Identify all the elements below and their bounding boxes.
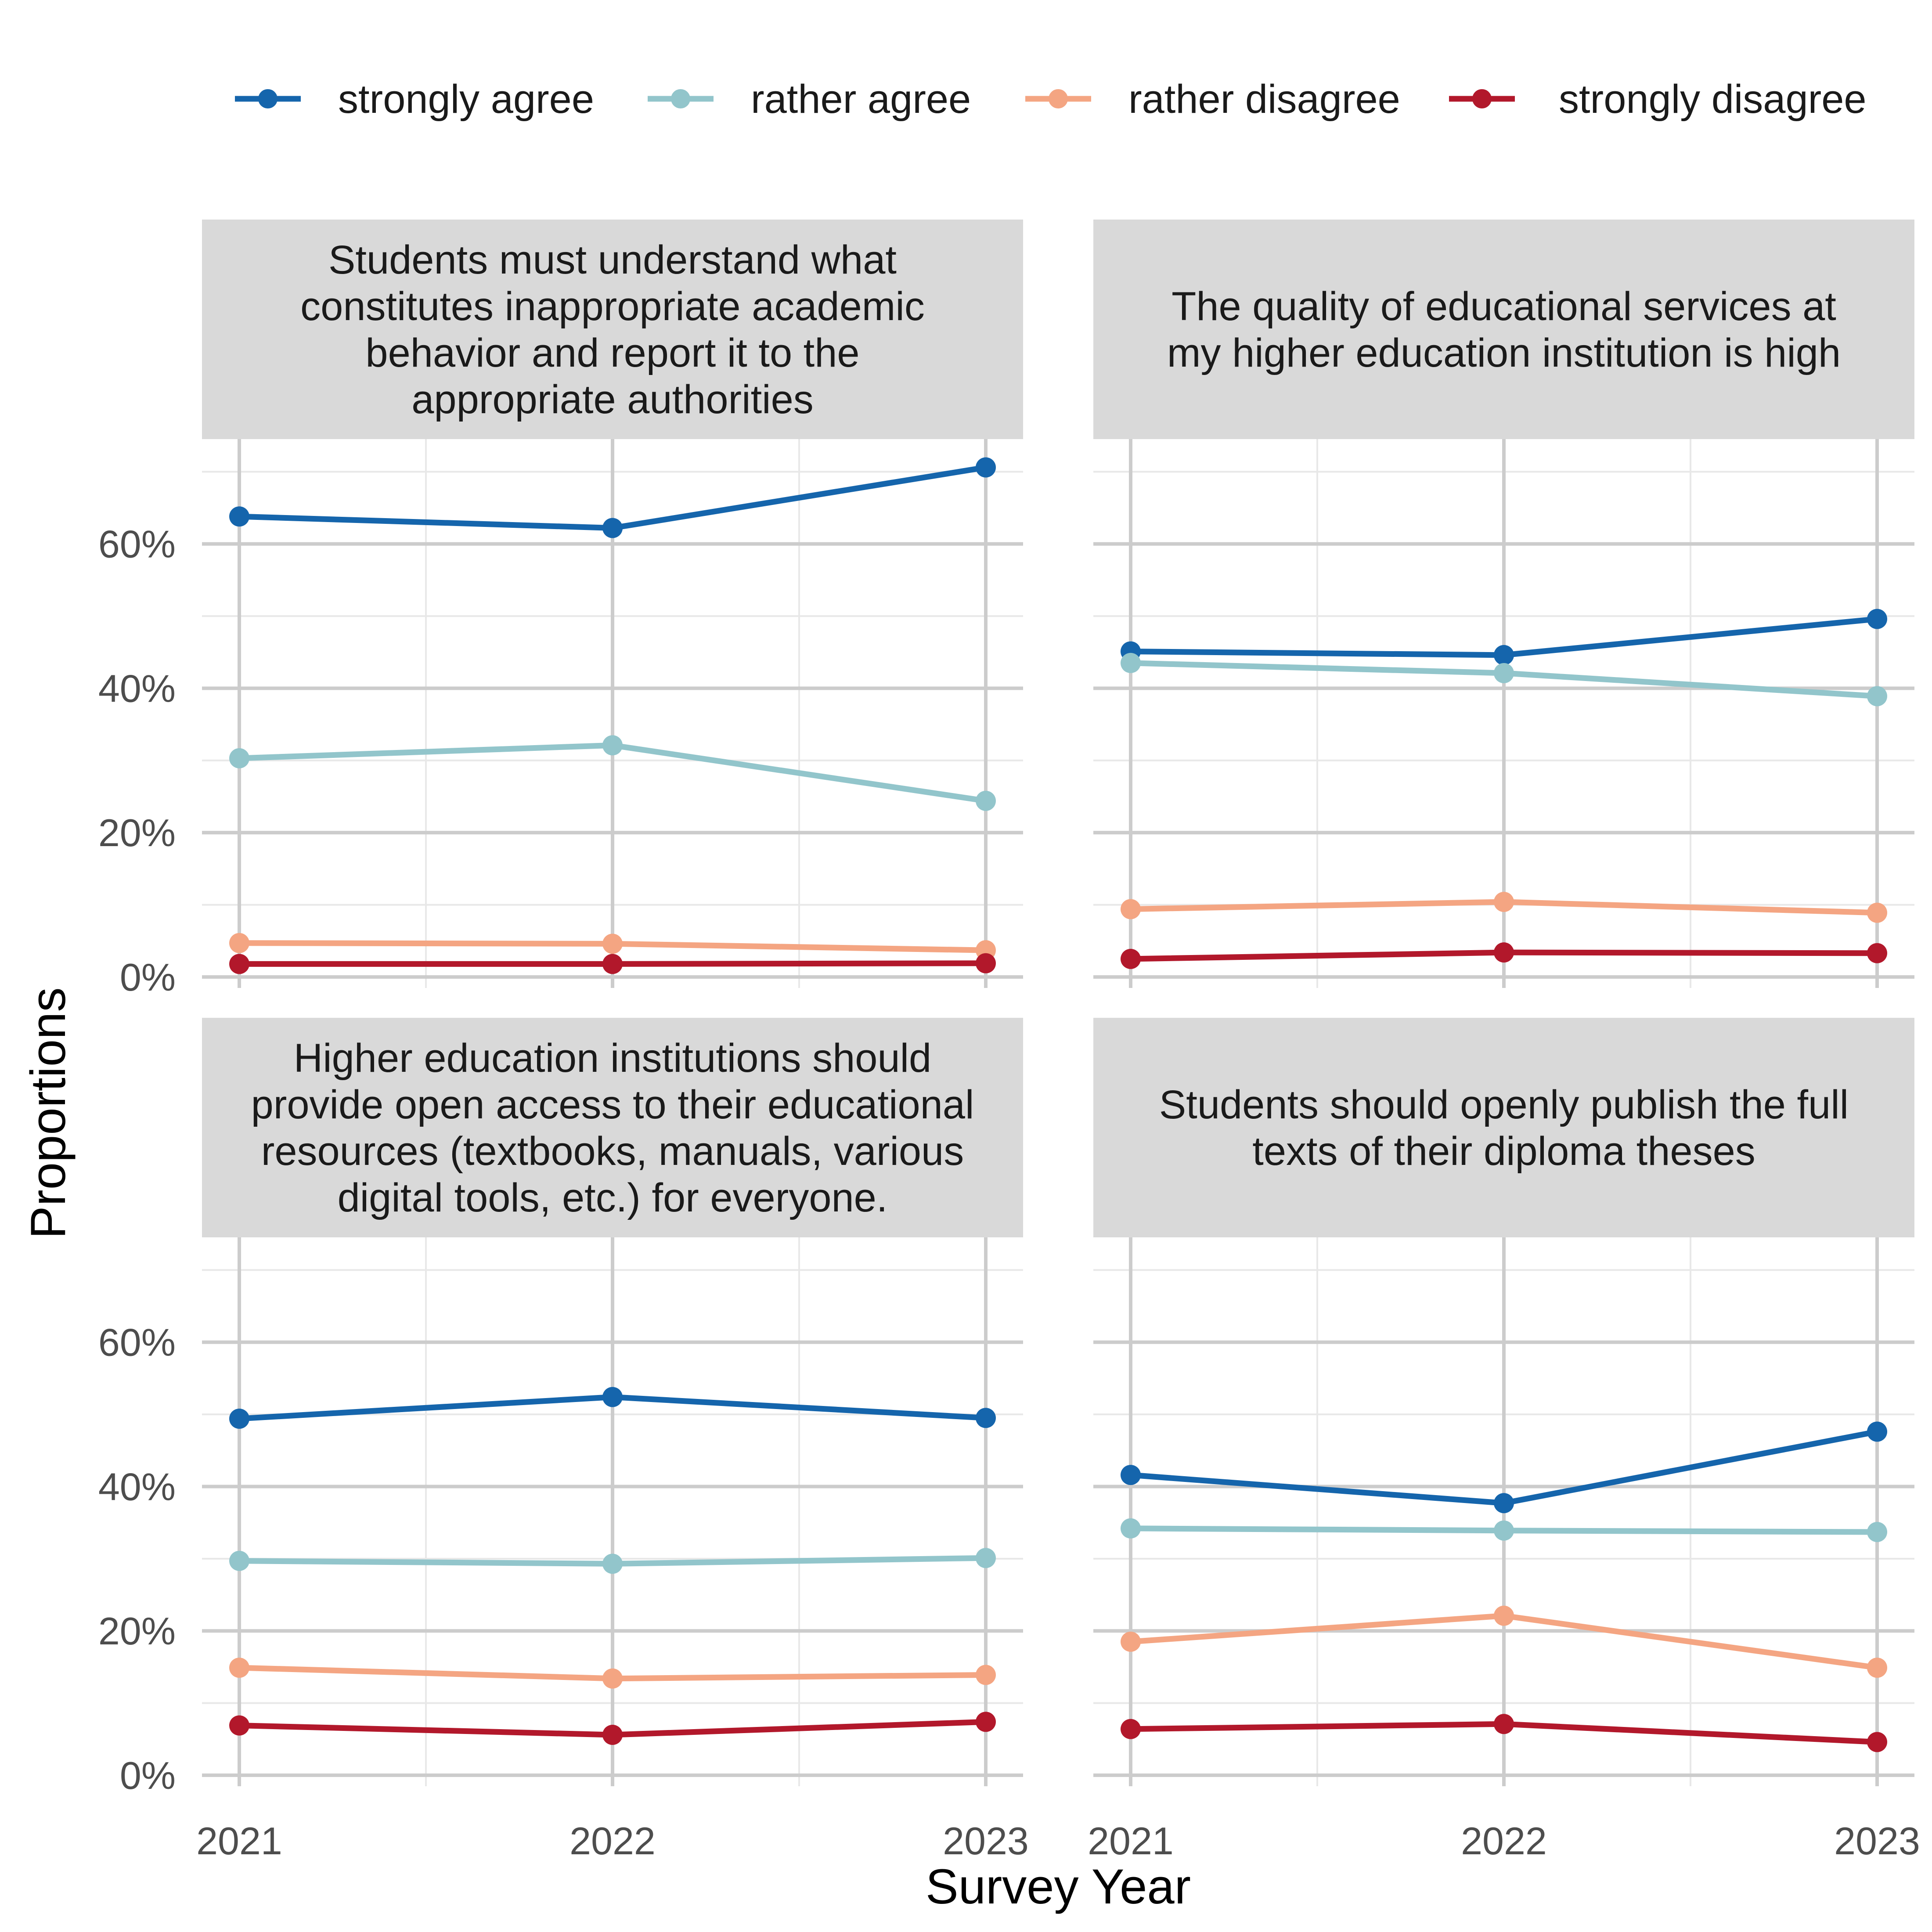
data-point-rather-disagree [1867, 1658, 1887, 1678]
data-point-rather-agree [1121, 652, 1141, 673]
data-point-strongly-disagree [1121, 1719, 1141, 1739]
data-point-strongly-disagree [602, 1724, 623, 1745]
x-tick-label: 2021 [196, 1819, 282, 1863]
data-point-rather-disagree [1121, 1631, 1141, 1652]
y-tick-label: 20% [98, 811, 176, 854]
legend-label-rather-disagree: rather disagree [1128, 77, 1400, 122]
x-tick-label: 2023 [943, 1819, 1029, 1863]
x-tick-label: 2021 [1088, 1819, 1174, 1863]
facet-strip [1093, 220, 1914, 439]
data-point-rather-agree [229, 1550, 249, 1571]
panel-3: Higher education institutions shouldprov… [98, 1018, 1029, 1863]
facet-title-line: behavior and report it to the [365, 331, 859, 375]
data-point-rather-agree [602, 735, 623, 756]
data-point-strongly-agree [229, 1408, 249, 1429]
data-point-rather-agree [1121, 1518, 1141, 1539]
data-point-strongly-disagree [1494, 942, 1514, 963]
y-tick-label: 60% [98, 1321, 176, 1364]
data-point-strongly-disagree [976, 1712, 996, 1732]
panel-2: The quality of educational services atmy… [1093, 220, 1914, 988]
data-point-strongly-disagree [602, 954, 623, 974]
data-point-strongly-agree [1867, 609, 1887, 629]
data-point-strongly-agree [1494, 645, 1514, 665]
data-point-rather-disagree [1494, 1605, 1514, 1626]
data-point-strongly-disagree [1867, 1732, 1887, 1752]
data-point-rather-agree [1867, 1522, 1887, 1543]
data-point-rather-disagree [1494, 892, 1514, 912]
data-point-rather-agree [976, 1548, 996, 1568]
facet-title-line: texts of their diploma theses [1252, 1129, 1755, 1174]
y-tick-label: 0% [120, 1754, 176, 1797]
data-point-rather-disagree [602, 934, 623, 954]
data-point-rather-disagree [1867, 902, 1887, 923]
facet-title-line: Higher education institutions should [294, 1036, 931, 1081]
data-point-rather-agree [976, 790, 996, 811]
legend-marker-rather-disagree [1049, 89, 1068, 108]
data-point-strongly-agree [1121, 1465, 1141, 1485]
legend-marker-strongly-agree [258, 89, 278, 108]
data-point-rather-disagree [1121, 899, 1141, 919]
data-point-strongly-agree [1494, 1493, 1514, 1514]
x-tick-label: 2023 [1834, 1819, 1920, 1863]
facet-strip [1093, 1018, 1914, 1237]
facet-title-line: Students should openly publish the full [1159, 1082, 1849, 1127]
y-tick-label: 0% [120, 955, 176, 999]
legend-label-strongly-disagree: strongly disagree [1559, 77, 1867, 122]
facet-strip [202, 1018, 1023, 1237]
x-tick-label: 2022 [570, 1819, 656, 1863]
data-point-strongly-disagree [229, 1715, 249, 1736]
data-point-strongly-disagree [1494, 1714, 1514, 1734]
data-point-strongly-agree [976, 457, 996, 478]
legend: strongly agree rather agree rather disagre… [235, 77, 1867, 122]
panel-1: Students must understand whatconstitutes… [98, 220, 1023, 999]
data-point-strongly-agree [602, 518, 623, 538]
data-point-rather-disagree [229, 933, 249, 953]
data-point-rather-agree [229, 748, 249, 768]
data-point-rather-disagree [602, 1668, 623, 1689]
y-tick-label: 40% [98, 667, 176, 710]
x-axis-title: Survey Year [926, 1859, 1191, 1914]
y-tick-label: 60% [98, 523, 176, 566]
facet-title-line: constitutes inappropriate academic [300, 284, 925, 329]
panel-4: Students should openly publish the fullt… [1088, 1018, 1920, 1863]
y-tick-label: 20% [98, 1609, 176, 1653]
legend-marker-rather-agree [671, 89, 690, 108]
data-point-strongly-disagree [1121, 948, 1141, 969]
data-point-rather-agree [1494, 1520, 1514, 1541]
facet-title-line: provide open access to their educational [251, 1082, 974, 1127]
facet-title-line: resources (textbooks, manuals, various [261, 1129, 964, 1174]
x-tick-label: 2022 [1461, 1819, 1547, 1863]
data-point-rather-agree [1494, 663, 1514, 683]
facet-panels: Students must understand whatconstitutes… [98, 220, 1920, 1863]
data-point-rather-disagree [229, 1658, 249, 1678]
data-point-strongly-agree [976, 1408, 996, 1428]
data-point-strongly-disagree [1867, 943, 1887, 963]
data-point-strongly-disagree [229, 954, 249, 974]
data-point-strongly-agree [229, 506, 249, 527]
facet-title-line: The quality of educational services at [1171, 284, 1836, 329]
facet-strip [202, 220, 1023, 439]
data-point-strongly-agree [602, 1387, 623, 1407]
facet-title-line: my higher education institution is high [1167, 331, 1841, 375]
facet-title-line: digital tools, etc.) for everyone. [338, 1175, 888, 1220]
facet-title-line: appropriate authorities [411, 377, 813, 422]
data-point-strongly-disagree [976, 953, 996, 973]
legend-label-strongly-agree: strongly agree [338, 77, 594, 122]
legend-label-rather-agree: rather agree [751, 77, 971, 122]
y-tick-label: 40% [98, 1465, 176, 1508]
data-point-rather-agree [1867, 686, 1887, 706]
y-axis-title: Proportions [21, 988, 76, 1239]
legend-marker-strongly-disagree [1472, 89, 1492, 108]
data-point-rather-agree [602, 1554, 623, 1574]
data-point-strongly-agree [1867, 1421, 1887, 1442]
data-point-rather-disagree [976, 1665, 996, 1685]
facet-title-line: Students must understand what [328, 238, 897, 282]
